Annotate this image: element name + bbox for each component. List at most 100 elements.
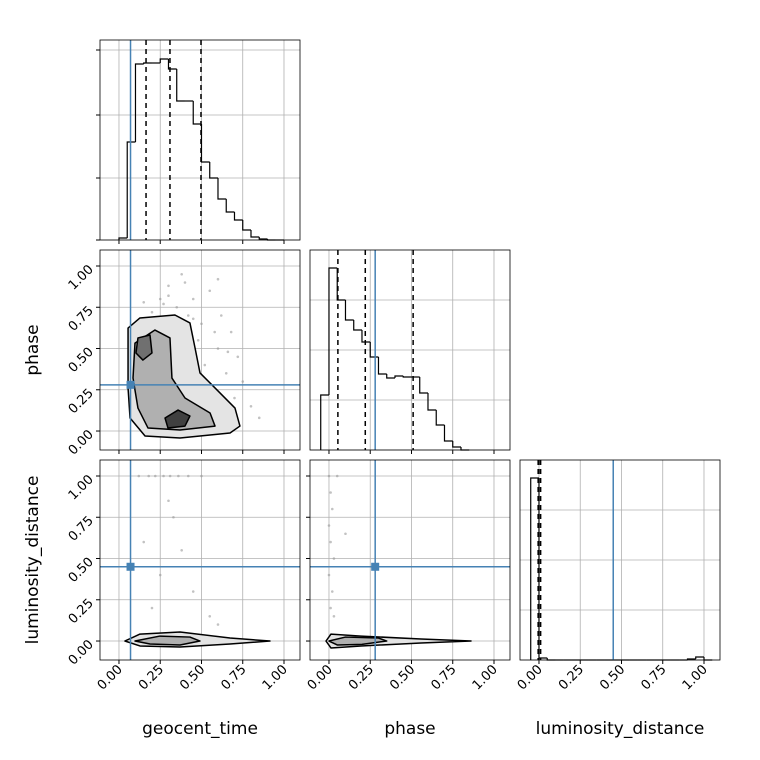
sample-point xyxy=(168,474,172,478)
y-tick-label: 0.00 xyxy=(66,427,97,458)
hist-bin xyxy=(192,101,202,125)
x-tick-label: 0.50 xyxy=(177,662,208,693)
hist-bin xyxy=(258,237,268,240)
hist-bin xyxy=(386,374,395,379)
sample-point xyxy=(191,297,195,301)
sample-point xyxy=(177,474,180,478)
sample-point xyxy=(332,557,336,560)
y-tick-label: 1.00 xyxy=(66,472,97,503)
sample-point xyxy=(229,330,233,334)
hist-bin xyxy=(703,657,713,661)
x-tick-label: 1.00 xyxy=(260,662,291,693)
sample-point xyxy=(216,623,220,626)
sample-point xyxy=(142,540,146,544)
contour xyxy=(135,334,153,361)
hist-bin xyxy=(530,477,539,660)
x-tick-label: 1.00 xyxy=(680,662,711,693)
hist-bin xyxy=(394,375,404,378)
hist-bin xyxy=(217,178,227,200)
sample-point xyxy=(191,317,195,321)
sample-point xyxy=(335,474,339,478)
hist-bin xyxy=(427,393,437,411)
sample-point xyxy=(162,474,165,478)
hist-bin xyxy=(328,267,338,395)
sample-point xyxy=(329,606,332,610)
y-tick-label: 0.25 xyxy=(66,596,97,627)
hist-bin xyxy=(353,320,362,331)
sample-point xyxy=(344,532,347,536)
hist-bin xyxy=(435,410,445,426)
hist-bin xyxy=(361,330,371,343)
sample-point xyxy=(236,355,240,359)
sample-point xyxy=(137,474,141,478)
y-tick-label: 0.50 xyxy=(66,555,97,586)
contour xyxy=(134,635,201,646)
sample-point xyxy=(167,284,170,288)
sample-point xyxy=(180,548,183,552)
sample-point xyxy=(208,289,212,293)
sample-point xyxy=(208,614,212,618)
y-tick-label: 0.00 xyxy=(66,637,97,668)
panel-frame xyxy=(519,459,721,661)
sample-point xyxy=(327,524,331,527)
y-tick-label: 0.25 xyxy=(66,386,97,417)
hist-bin xyxy=(209,162,218,179)
x-axis-label: geocent_time xyxy=(142,719,258,739)
hist-bin xyxy=(443,425,453,442)
hist-bin xyxy=(320,394,329,450)
sample-point xyxy=(180,272,183,276)
hist-bin xyxy=(419,377,428,394)
sample-point xyxy=(224,371,228,375)
sample-point xyxy=(213,330,216,334)
sample-point xyxy=(167,294,170,298)
sample-point xyxy=(147,474,150,478)
hist-bin xyxy=(225,199,235,213)
hist-bin xyxy=(126,141,136,238)
panel-frame xyxy=(309,459,511,661)
sample-point xyxy=(150,606,154,610)
sample-point xyxy=(158,297,162,301)
panel-frame xyxy=(99,459,301,661)
sample-point xyxy=(329,540,332,544)
panel-frame xyxy=(99,249,301,451)
sample-point xyxy=(241,380,245,383)
hist-bin xyxy=(377,357,387,375)
y-tick-label: 0.75 xyxy=(66,303,97,334)
panel-frame xyxy=(309,249,511,451)
x-tick-label: 0.00 xyxy=(95,662,126,693)
truth-marker xyxy=(126,380,135,389)
sample-point xyxy=(233,396,236,400)
sample-point xyxy=(150,310,154,314)
sample-point xyxy=(142,301,146,304)
y-tick-label: 1.00 xyxy=(66,262,97,293)
hist-bin xyxy=(344,300,354,321)
sample-point xyxy=(327,474,331,478)
truth-marker xyxy=(371,562,380,571)
sample-point xyxy=(158,573,162,577)
hist-bin xyxy=(118,237,128,240)
x-tick-label: 0.25 xyxy=(556,662,587,693)
x-tick-label: 0.50 xyxy=(597,662,628,693)
sample-point xyxy=(162,302,165,306)
sample-point xyxy=(191,590,195,593)
sample-point xyxy=(327,573,331,577)
hist-bin xyxy=(695,656,704,659)
hist-bin xyxy=(242,220,251,231)
sample-point xyxy=(249,404,253,408)
y-tick-label: 0.75 xyxy=(66,513,97,544)
hist-bin xyxy=(452,441,461,448)
sample-point xyxy=(330,590,334,593)
x-tick-label: 0.00 xyxy=(305,662,336,693)
sample-point xyxy=(330,507,334,511)
hist-bin xyxy=(200,124,210,163)
x-tick-label: 0.25 xyxy=(136,662,167,693)
sample-point xyxy=(216,347,220,350)
hist-bin xyxy=(143,62,152,64)
y-axis-label: phase xyxy=(23,324,43,375)
x-tick-label: 0.25 xyxy=(346,662,377,693)
hist-bin xyxy=(250,230,260,238)
sample-point xyxy=(186,314,190,317)
x-tick-label: 0.00 xyxy=(515,662,546,693)
panel-frame xyxy=(99,39,301,241)
